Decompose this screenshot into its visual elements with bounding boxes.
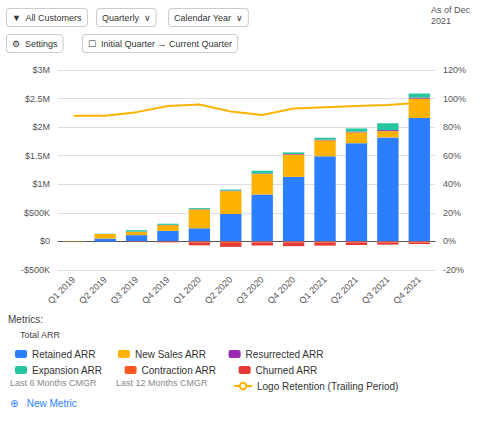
svg-text:$3M: $3M <box>32 65 50 75</box>
svg-text:Q1 2020: Q1 2020 <box>171 274 202 305</box>
svg-text:$500K: $500K <box>24 208 50 218</box>
svg-text:Q4 2020: Q4 2020 <box>266 274 297 305</box>
svg-text:Resurrected ARR: Resurrected ARR <box>246 349 324 360</box>
svg-text:Logo Retention (Trailing Perio: Logo Retention (Trailing Period) <box>257 381 398 392</box>
svg-text:80%: 80% <box>443 122 461 132</box>
svg-text:Q3 2021: Q3 2021 <box>360 274 391 305</box>
svg-text:Q1 2021: Q1 2021 <box>297 274 328 305</box>
svg-text:$0: $0 <box>40 236 50 246</box>
svg-text:Expansion ARR: Expansion ARR <box>32 365 102 376</box>
svg-text:Quarterly ∨: Quarterly ∨ <box>102 13 151 23</box>
svg-text:Calendar Year ∨: Calendar Year ∨ <box>174 13 243 23</box>
svg-text:60%: 60% <box>443 151 461 161</box>
svg-text:Last 12 Months CMGR: Last 12 Months CMGR <box>116 378 208 388</box>
svg-text:☐ Initial Quarter → Current Q: ☐ Initial Quarter → Current Quarter <box>88 39 232 49</box>
svg-text:100%: 100% <box>443 94 466 104</box>
svg-text:Metrics:: Metrics: <box>8 314 43 325</box>
svg-text:Q4 2019: Q4 2019 <box>140 274 171 305</box>
svg-text:-$500K: -$500K <box>21 265 50 275</box>
svg-text:⊕ New Metric: ⊕ New Metric <box>10 398 77 409</box>
svg-text:Q3 2020: Q3 2020 <box>234 274 265 305</box>
svg-text:Q2 2019: Q2 2019 <box>77 274 108 305</box>
svg-text:40%: 40% <box>443 179 461 189</box>
svg-text:$2.5M: $2.5M <box>25 94 50 104</box>
svg-text:New Sales ARR: New Sales ARR <box>135 349 206 360</box>
svg-text:Q2 2021: Q2 2021 <box>329 274 360 305</box>
svg-text:120%: 120% <box>443 65 466 75</box>
svg-text:$2M: $2M <box>32 122 50 132</box>
svg-text:⚙ Settings: ⚙ Settings <box>12 39 58 49</box>
svg-text:20%: 20% <box>443 208 461 218</box>
svg-text:As of Dec: As of Dec <box>431 5 471 15</box>
svg-text:Total ARR: Total ARR <box>20 330 61 340</box>
svg-text:$1.5M: $1.5M <box>25 151 50 161</box>
svg-text:Q1 2019: Q1 2019 <box>46 274 77 305</box>
svg-text:▼ All Customers: ▼ All Customers <box>12 13 82 23</box>
svg-text:Q4 2021: Q4 2021 <box>391 274 422 305</box>
svg-text:-20%: -20% <box>443 265 464 275</box>
svg-text:0%: 0% <box>443 236 456 246</box>
svg-text:Retained ARR: Retained ARR <box>32 349 95 360</box>
svg-text:Last 6 Months CMGR: Last 6 Months CMGR <box>10 378 97 388</box>
svg-text:Contraction ARR: Contraction ARR <box>142 365 216 376</box>
svg-text:2021: 2021 <box>431 16 451 26</box>
svg-text:Churned ARR: Churned ARR <box>256 365 318 376</box>
svg-text:Q3 2019: Q3 2019 <box>109 274 140 305</box>
svg-text:Q2 2020: Q2 2020 <box>203 274 234 305</box>
svg-text:$1M: $1M <box>32 179 50 189</box>
